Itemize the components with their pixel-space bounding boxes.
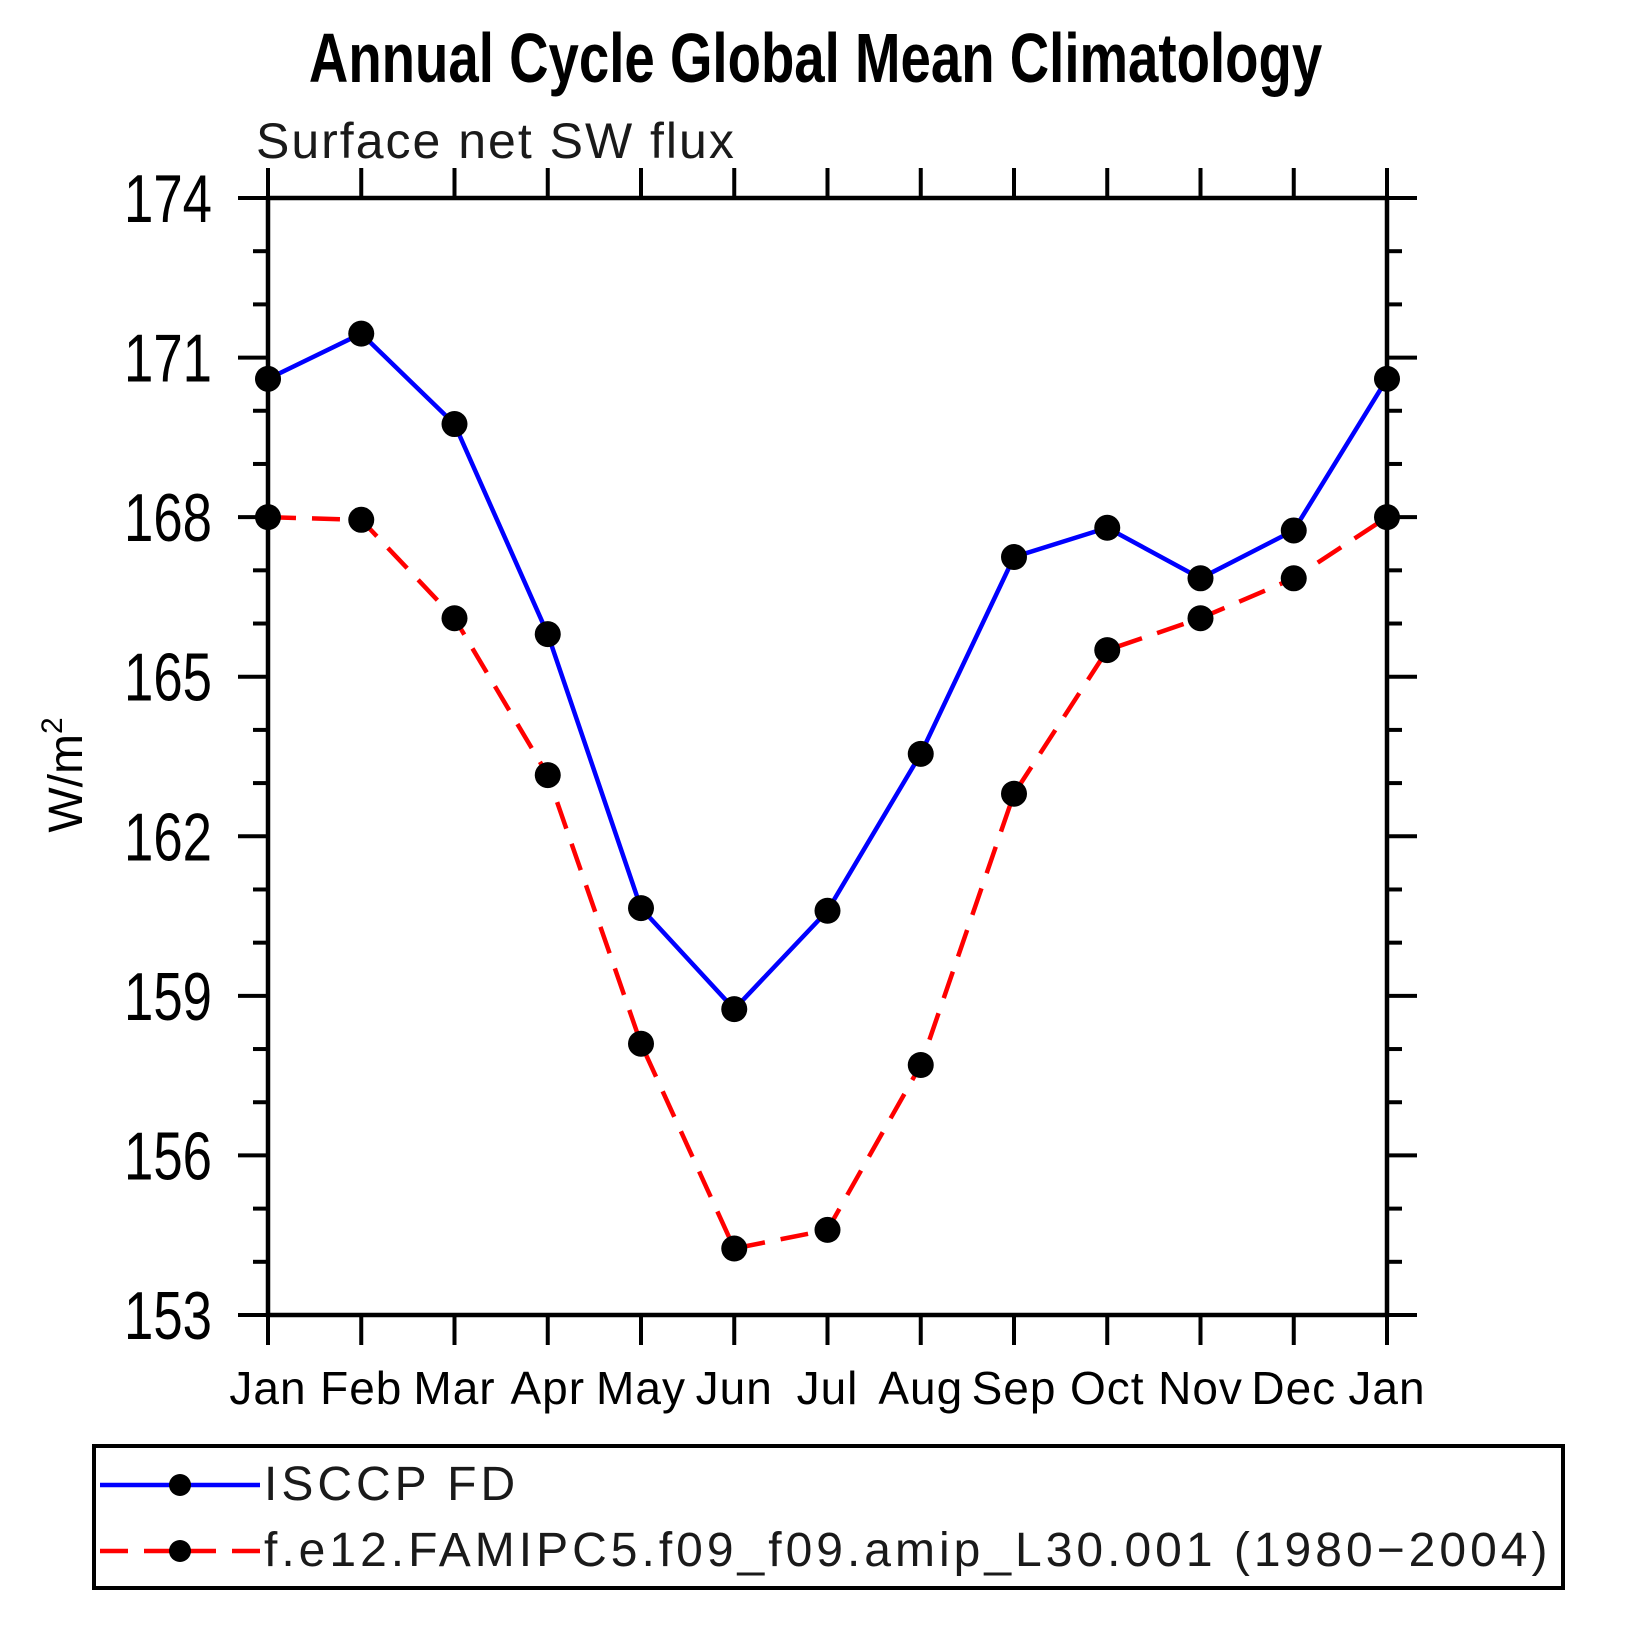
y-tick-label: 171: [124, 321, 212, 397]
data-point: [628, 1030, 654, 1057]
data-point: [1094, 514, 1121, 541]
data-point: [814, 1216, 841, 1243]
x-tick-label: Mar: [413, 1362, 495, 1414]
y-tick-label: 156: [124, 1118, 212, 1194]
data-point: [628, 895, 654, 922]
data-point: [348, 320, 375, 347]
x-tick-label: Apr: [510, 1362, 585, 1414]
x-tick-label: Jun: [696, 1362, 773, 1414]
data-point: [1001, 544, 1027, 571]
data-point: [534, 621, 561, 648]
chart-title: Annual Cycle Global Mean Climatology: [308, 19, 1323, 97]
legend-swatch-dashed-line-icon: [100, 1540, 260, 1562]
data-point: [907, 740, 934, 767]
data-point: [907, 1052, 934, 1079]
y-axis-title: W/m2: [36, 717, 93, 832]
data-point: [1187, 605, 1214, 632]
legend-label-isccp: ISCCP FD: [264, 1458, 520, 1511]
legend-label-model: f.e12.FAMIPC5.f09_f09.amip_L30.001 (1980…: [264, 1524, 1552, 1577]
data-point: [814, 897, 841, 924]
y-tick-label: 168: [124, 480, 212, 556]
y-tick-label: 162: [124, 799, 212, 875]
data-point: [1094, 637, 1121, 664]
x-tick-label: Sep: [972, 1362, 1057, 1414]
x-tick-label: Aug: [878, 1362, 963, 1414]
data-point: [721, 996, 748, 1023]
data-point: [1280, 517, 1307, 544]
data-point: [1280, 565, 1307, 592]
series-markers-0: [255, 320, 1400, 1023]
x-tick-label: Dec: [1251, 1362, 1336, 1414]
data-point: [721, 1235, 748, 1262]
x-ticks: [266, 168, 1389, 1345]
data-point: [1001, 780, 1027, 807]
axis-frame: [265, 195, 1390, 1318]
data-point: [255, 504, 281, 531]
x-tick-label: Jan: [1348, 1362, 1425, 1414]
data-point: [348, 506, 375, 533]
chart-title-row: Annual Cycle Global Mean Climatology: [0, 18, 1631, 98]
y-ticks: [238, 196, 1417, 1317]
data-point: [441, 411, 468, 438]
x-tick-label: Nov: [1158, 1362, 1243, 1414]
y-tick-label: 159: [124, 959, 212, 1035]
series-markers-1: [255, 504, 1400, 1262]
legend-entry-isccp: ISCCP FD: [96, 1460, 519, 1510]
chart-subtitle: Surface net SW flux: [256, 113, 736, 169]
x-tick-label: Oct: [1070, 1362, 1145, 1414]
y-tick-labels: 153 156 159 162 165 168 171 174: [124, 161, 212, 1354]
legend: ISCCP FD f.e12.FAMIPC5.f09_f09.amip_L30.…: [92, 1444, 1565, 1590]
series-path-1: [267, 514, 1389, 1252]
data-point: [1374, 504, 1400, 531]
series-line-1: [267, 514, 1389, 1252]
x-tick-label: Jul: [797, 1362, 859, 1414]
data-point: [1187, 565, 1214, 592]
x-tick-label: May: [596, 1362, 686, 1414]
x-tick-label: Jan: [229, 1362, 306, 1414]
legend-entry-model: f.e12.FAMIPC5.f09_f09.amip_L30.001 (1980…: [96, 1526, 1551, 1576]
y-tick-label: 153: [124, 1278, 212, 1354]
y-axis-title-text: W/m2: [36, 717, 93, 832]
data-point: [534, 762, 561, 789]
data-point: [1374, 365, 1400, 392]
y-tick-label: 165: [124, 640, 212, 716]
x-tick-labels: Jan Feb Mar Apr May Jun Jul Aug Sep Oct Nov Dec Jan: [229, 1362, 1425, 1414]
legend-swatch-solid-line-icon: [100, 1474, 260, 1496]
y-tick-label: 174: [124, 161, 212, 237]
data-point: [441, 605, 468, 632]
x-tick-label: Feb: [320, 1362, 402, 1414]
data-point: [255, 365, 281, 392]
